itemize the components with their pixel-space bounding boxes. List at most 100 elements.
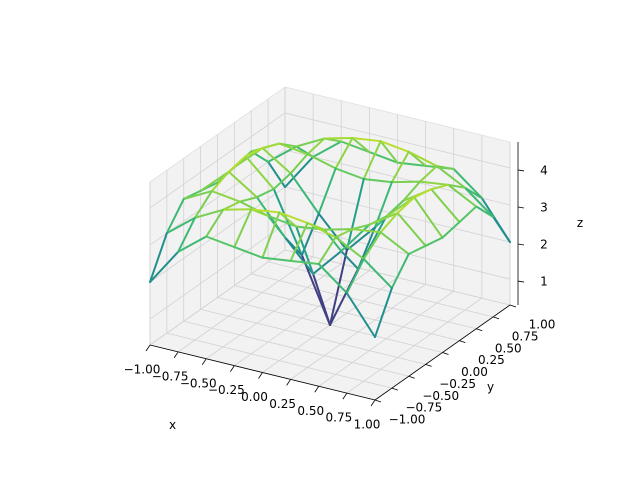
contour-segment <box>447 183 478 208</box>
y-axis-label: y <box>487 380 494 394</box>
x-tick-label: −0.25 <box>208 383 245 397</box>
contour-segment <box>278 142 309 156</box>
tick-mark <box>408 375 415 379</box>
contour-segment <box>362 178 393 184</box>
contour-segment <box>351 137 371 154</box>
z-tick-label: 4 <box>540 163 548 177</box>
contour-segment <box>390 180 421 184</box>
tick-mark <box>201 358 207 365</box>
contour-segment <box>233 208 253 249</box>
grid-line <box>284 112 511 169</box>
tick-mark <box>517 243 525 246</box>
tick-mark <box>370 399 376 407</box>
contour-segment <box>272 172 292 190</box>
contour-segment <box>340 250 360 270</box>
contour-segment <box>233 246 264 259</box>
contour-segment <box>306 137 326 156</box>
contour-segment <box>334 236 365 260</box>
y-axis-line <box>374 304 511 401</box>
x-axis-label: x <box>169 418 176 432</box>
tick-mark <box>374 399 382 403</box>
contour-segment <box>312 140 343 158</box>
contour-segment <box>419 180 450 186</box>
contour-segment <box>165 216 196 235</box>
z-axis-label: z <box>577 216 583 230</box>
contour-segment <box>334 228 354 239</box>
grid-line <box>149 186 286 283</box>
contour-segment <box>413 188 433 199</box>
contour-segment <box>435 165 455 170</box>
contour-segment <box>390 253 410 290</box>
y-tick-label: 0.75 <box>512 329 539 343</box>
contour-segment <box>379 140 399 164</box>
contour-segment <box>284 155 315 189</box>
x-axis-line <box>149 344 376 401</box>
contour-segment <box>227 155 247 173</box>
contour-segment <box>379 140 410 153</box>
contour-segment <box>210 170 230 193</box>
contour-segment <box>402 180 421 202</box>
contour-segment <box>278 211 298 228</box>
contour-segment <box>295 225 315 275</box>
contour-segment <box>239 196 258 203</box>
contour-segment <box>345 292 376 339</box>
y-tick-label: −1.00 <box>389 413 426 427</box>
contour-segment <box>368 212 399 226</box>
contour-segment <box>182 190 213 200</box>
tick-mark <box>230 365 235 372</box>
tick-mark <box>391 387 399 391</box>
contour-segment <box>458 205 478 224</box>
contour-segment <box>430 188 461 224</box>
contour-segment <box>374 287 393 339</box>
contour-segment <box>205 208 225 238</box>
contour-segment <box>261 211 281 259</box>
y-tick-label: 0.00 <box>461 365 488 379</box>
contour-segment <box>351 137 382 143</box>
contour-segment <box>227 170 258 199</box>
grid-line <box>149 223 286 320</box>
contour-segment <box>278 211 309 225</box>
x-tick-label: −1.00 <box>124 363 161 377</box>
contour-segment <box>261 147 292 175</box>
contour-segment <box>323 137 354 140</box>
tick-mark <box>342 392 348 400</box>
grid-line <box>166 332 392 389</box>
contour-segment <box>306 153 337 170</box>
contour-segment <box>362 258 393 290</box>
contour-segment <box>317 167 337 215</box>
grid-line <box>251 273 477 330</box>
tick-mark <box>517 280 525 283</box>
contour-segment <box>379 212 399 234</box>
z-tick-label: 3 <box>540 200 548 214</box>
contour-segment <box>424 236 444 247</box>
contour-segment <box>289 259 320 265</box>
contour-segment <box>284 236 315 275</box>
x-tick-label: 1.00 <box>354 418 381 432</box>
contour-segment <box>267 160 286 189</box>
contour-segment <box>177 216 196 253</box>
y-tick-label: 0.25 <box>478 353 505 367</box>
contour-segment <box>317 263 348 295</box>
contour-segment <box>379 231 410 255</box>
contour-segment <box>194 208 225 219</box>
contour-segment <box>205 235 236 249</box>
contour-segment <box>222 208 253 211</box>
contour-segment <box>362 231 382 260</box>
y-tick-label: 0.50 <box>495 341 522 355</box>
contour-segment <box>165 198 185 235</box>
contour-segment <box>334 167 365 180</box>
contour-segment <box>149 250 180 284</box>
contour-segment <box>295 137 326 148</box>
contour-segment <box>340 140 371 154</box>
tick-mark <box>476 328 483 332</box>
tick-mark <box>286 379 291 386</box>
grid-line <box>234 285 460 342</box>
y-tick-label: −0.75 <box>405 401 442 415</box>
contour-segment <box>289 153 309 175</box>
grid-line <box>200 308 426 365</box>
tick-mark <box>459 340 466 344</box>
grid-line <box>149 112 286 209</box>
contour-segment <box>329 249 348 326</box>
